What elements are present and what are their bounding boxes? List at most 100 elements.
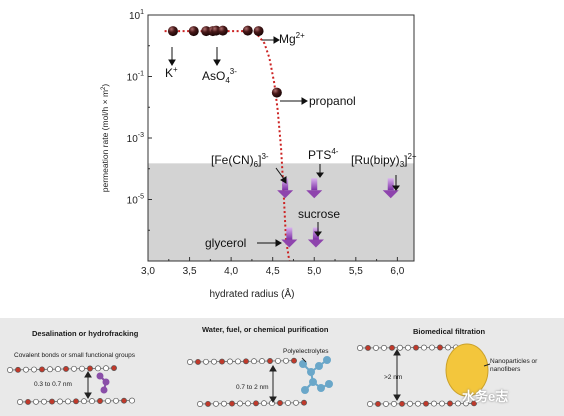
membrane-atom [15, 366, 21, 373]
x-tick-label: 5,0 [307, 266, 321, 277]
label-rubipy: [Ru(bipy)3]2+ [351, 152, 417, 169]
membrane-atom [357, 345, 363, 351]
note-pointer-2 [301, 357, 307, 363]
data-point [271, 87, 282, 98]
membrane-atom [429, 344, 435, 351]
membrane-atom [95, 365, 101, 372]
membrane-atom [203, 358, 209, 365]
label-mg: Mg2+ [279, 31, 305, 46]
y-tick-label: 10-3 [127, 132, 144, 145]
data-arrow-shaft [282, 178, 289, 191]
membrane-atom [383, 400, 389, 407]
data-point [242, 25, 253, 36]
membrane-atom [229, 400, 235, 407]
data-point [188, 26, 199, 37]
membrane-atom [57, 398, 63, 405]
chart: 3,0 3,5 4,0 4,5 5,0 5,5 6,0 101 10-1 10-3 10-5 hy… [100, 9, 417, 300]
membrane-atom [283, 357, 289, 364]
y-axis-label: permeation rate (mol/h × m2) [100, 84, 110, 193]
membrane-atom [63, 366, 69, 372]
membrane-atom [111, 365, 117, 372]
membrane-atom [267, 358, 273, 364]
fecn-pointer [275, 167, 285, 180]
membrane-atom [375, 400, 381, 407]
x-axis-label: hydrated radius (Å) [209, 287, 294, 300]
membrane-atom [405, 344, 411, 351]
membrane-atom [235, 358, 241, 365]
membrane-atom [285, 399, 291, 406]
membrane-atom [445, 344, 451, 351]
membrane-atom [7, 367, 13, 373]
label-glycerol: glycerol [205, 236, 246, 250]
label-sucrose: sucrose [298, 207, 340, 221]
section-note-covalent: Covalent bonds or small functional group… [14, 352, 136, 359]
membrane-atom [391, 400, 397, 407]
membrane-atom [397, 344, 403, 351]
section-title-purification: Water, fuel, or chemical purification [202, 325, 329, 334]
y-tick-label: 101 [129, 9, 144, 22]
membrane-atom [365, 345, 371, 351]
nanoparticle [445, 343, 489, 397]
membrane-atom [407, 400, 413, 407]
data-arrow-shaft [387, 178, 394, 191]
membrane-atom [259, 358, 265, 365]
membrane-atom [439, 400, 445, 407]
mg-pointer-head [273, 36, 280, 44]
membrane-atom [39, 366, 45, 373]
membrane-atom [195, 358, 201, 365]
membrane-illustration [7, 343, 491, 407]
label-aso4: AsO43- [202, 67, 237, 85]
membrane-atom [243, 358, 249, 365]
y-tick-label: 10-1 [127, 71, 144, 84]
membrane-atom [373, 344, 379, 351]
membrane-atom [431, 400, 437, 407]
membrane-atom [205, 400, 211, 407]
membrane-atom [261, 400, 267, 407]
membrane-atom [65, 398, 71, 405]
x-tick-label: 3,5 [183, 266, 197, 277]
data-point [167, 26, 178, 37]
label-k: K+ [165, 65, 178, 80]
membrane-atom [275, 357, 281, 364]
functional-group-molecule [96, 372, 110, 394]
membrane-atom [41, 398, 47, 405]
x-tick-label: 4,0 [224, 266, 238, 277]
gap-label-biomedical: >2 nm [384, 374, 403, 381]
membrane-atom [187, 359, 193, 365]
membrane-atom [227, 358, 233, 365]
membrane-atom [49, 398, 55, 405]
membrane-atom [25, 398, 31, 405]
membrane-atom [97, 398, 103, 404]
membrane-atom [389, 344, 395, 351]
data-arrow-head [277, 190, 294, 199]
gap-label-desalination: 0.3 to 0.7 nm [34, 381, 72, 388]
membrane-atom [471, 400, 477, 407]
membrane-atom [253, 400, 259, 407]
membrane-atom [31, 366, 37, 373]
membrane-atom [237, 400, 243, 407]
membrane-atom [221, 400, 227, 407]
membrane-atom [291, 357, 297, 364]
membrane-atom [251, 358, 257, 365]
shaded-region [148, 163, 414, 261]
membrane-atom [367, 401, 373, 407]
section-note-polyelectrolytes: Polyelectrolytes [283, 348, 329, 355]
x-tick-label: 4,5 [266, 266, 280, 277]
propanol-pointer-head [301, 97, 308, 105]
aso4-pointer-head [213, 59, 221, 66]
section-title-desalination: Desalination or hydrofracking [32, 329, 139, 338]
membrane-atom [213, 400, 219, 407]
membrane-atom [55, 366, 61, 373]
membrane-atom [381, 344, 387, 351]
membrane-atom [293, 399, 299, 406]
pts-pointer-head [316, 172, 324, 178]
data-arrow-shaft [311, 178, 318, 191]
sucrose-pointer-head [314, 231, 322, 237]
membrane-atom [301, 399, 307, 406]
membrane-atom [423, 400, 429, 407]
data-arrow-head [307, 239, 324, 248]
data-arrow-head [382, 190, 399, 199]
polyelectrolyte-molecule [299, 356, 333, 394]
membrane-atom [103, 365, 109, 372]
watermark: 水务e志 [462, 389, 509, 404]
